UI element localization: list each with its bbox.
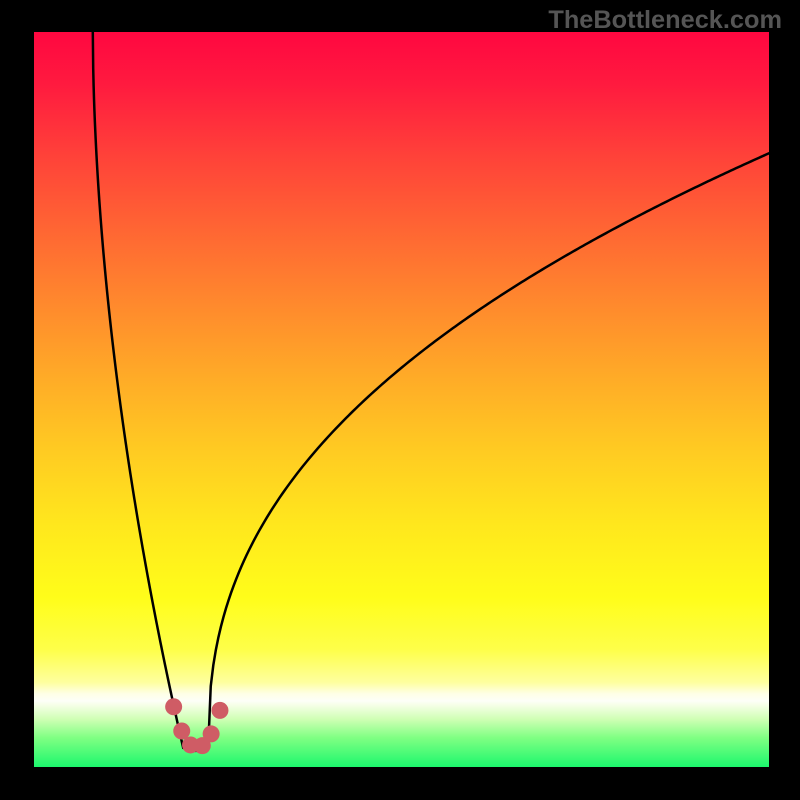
bottleneck-chart xyxy=(34,32,769,767)
data-marker xyxy=(173,722,190,739)
data-marker xyxy=(203,725,220,742)
data-marker xyxy=(165,698,182,715)
watermark-text: TheBottleneck.com xyxy=(548,6,782,35)
data-marker xyxy=(211,702,228,719)
gradient-background xyxy=(34,32,769,767)
chart-frame: TheBottleneck.com xyxy=(0,0,800,800)
